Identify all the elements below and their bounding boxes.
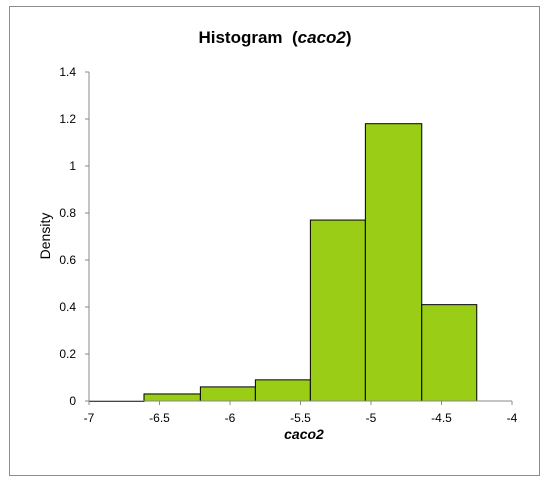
x-axis-label: caco2 — [284, 426, 324, 442]
y-tick-label: 0.8 — [59, 206, 76, 220]
x-tick-label: -7 — [84, 411, 95, 425]
chart-title: Histogram (caco2) — [198, 28, 352, 47]
histogram-bar-1 — [143, 393, 201, 402]
histogram-bar-4 — [309, 219, 366, 402]
y-tick-label: 0.6 — [59, 253, 76, 267]
histogram-bar-2 — [199, 386, 256, 402]
histogram-bar-5 — [364, 123, 423, 402]
histogram-bar-6 — [421, 304, 478, 402]
histogram-bar-3 — [254, 379, 311, 402]
y-tick-label: 0.2 — [59, 347, 76, 361]
y-tick-label: 0 — [69, 394, 76, 408]
x-tick-label: -5.5 — [290, 411, 311, 425]
x-tick-label: -6.5 — [149, 411, 170, 425]
y-tick-label: 1 — [69, 159, 76, 173]
chart-title-variable: caco2 — [297, 28, 346, 47]
x-tick-label: -5 — [366, 411, 377, 425]
x-tick-label: -4.5 — [431, 411, 452, 425]
y-tick-label: 1.4 — [59, 65, 76, 79]
y-tick-label: 1.2 — [59, 112, 76, 126]
y-tick-label: 0.4 — [59, 300, 76, 314]
x-tick-label: -4 — [507, 411, 518, 425]
x-tick-label: -6 — [225, 411, 236, 425]
